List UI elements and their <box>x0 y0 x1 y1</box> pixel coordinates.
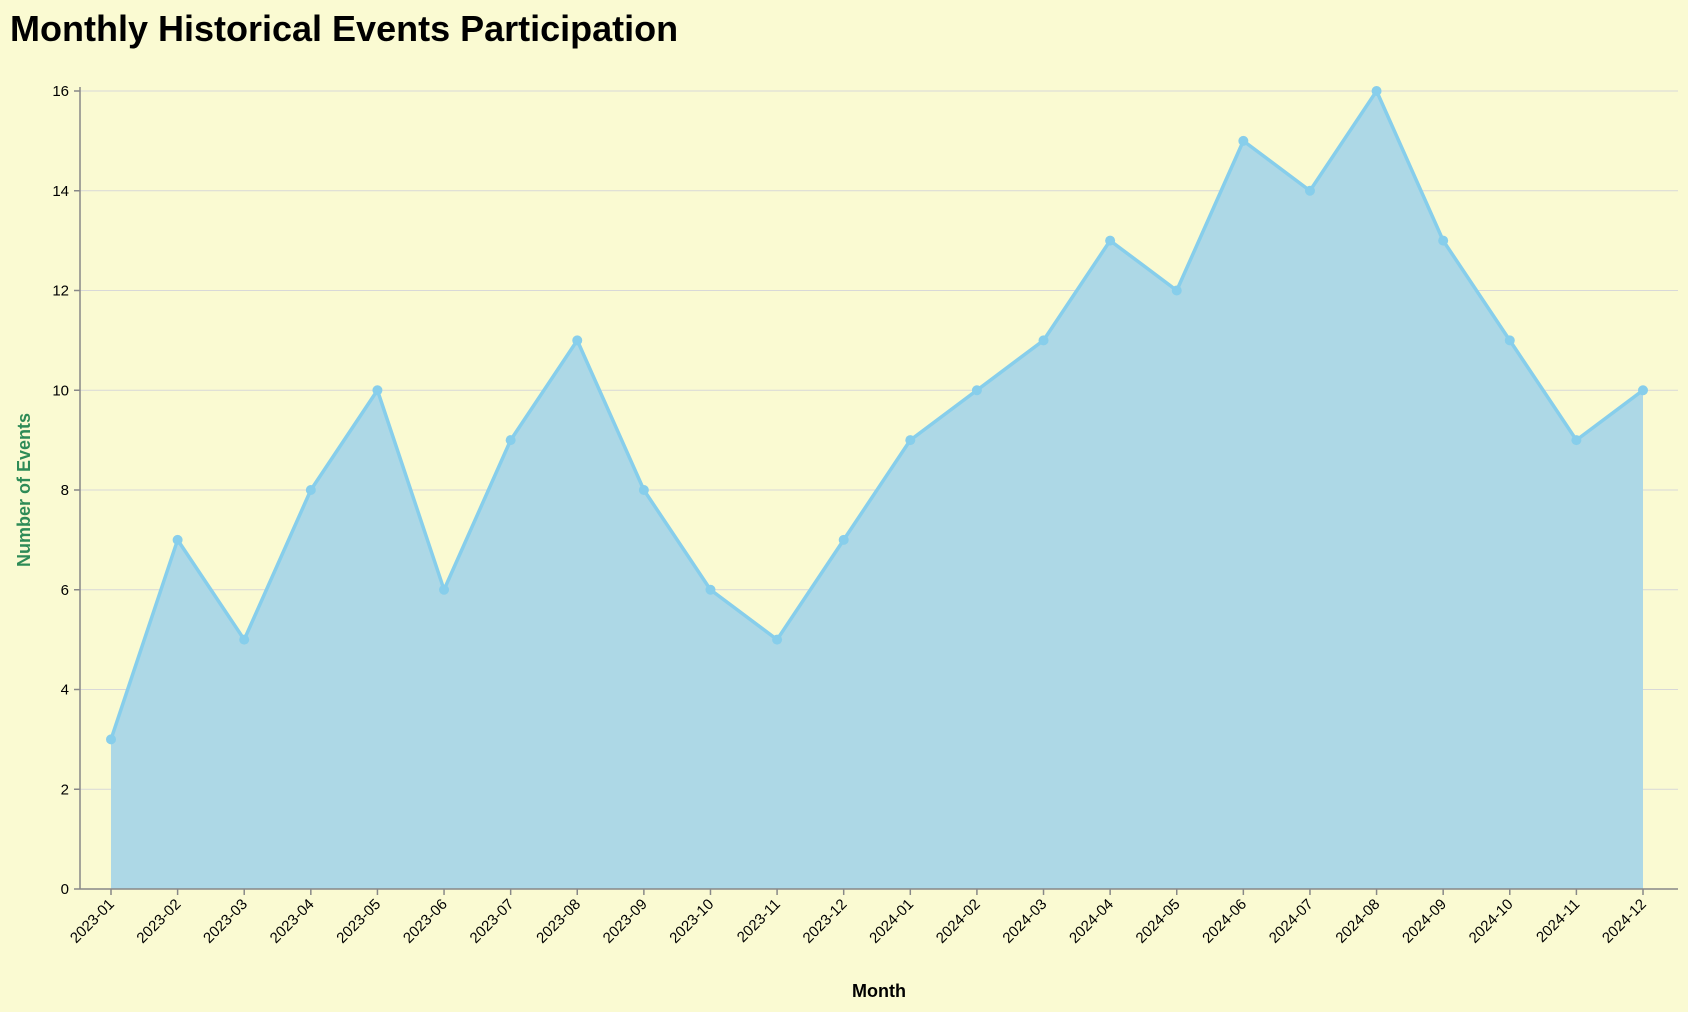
x-tick-label: 2024-07 <box>1266 896 1317 947</box>
y-axis-label: Number of Events <box>14 413 34 567</box>
data-point <box>1438 235 1449 246</box>
x-tick-label: 2023-07 <box>467 896 518 947</box>
data-point <box>1571 435 1582 446</box>
x-tick-label: 2023-10 <box>666 896 717 947</box>
data-point <box>1371 86 1382 96</box>
x-tick-label: 2024-09 <box>1399 896 1450 947</box>
data-point <box>1638 385 1648 396</box>
x-tick-label: 2024-04 <box>1066 896 1117 947</box>
data-point <box>905 435 916 446</box>
area-series <box>109 89 1645 889</box>
data-point <box>638 485 649 495</box>
data-point <box>1504 335 1515 346</box>
x-tick-label: 2023-09 <box>600 896 651 947</box>
x-tick-label: 2024-05 <box>1133 896 1184 947</box>
y-tick-label: 8 <box>61 482 69 499</box>
data-point <box>1304 185 1315 196</box>
x-tick-label: 2023-06 <box>400 896 451 947</box>
x-tick-label: 2023-11 <box>734 896 784 946</box>
data-point <box>505 435 516 446</box>
data-point <box>705 584 716 595</box>
x-tick-label: 2024-03 <box>999 896 1050 947</box>
x-tick-label: 2023-12 <box>800 896 851 947</box>
data-point <box>1238 135 1249 146</box>
y-tick-label: 6 <box>61 582 69 599</box>
data-point <box>106 734 116 745</box>
series-line <box>109 89 1645 740</box>
data-point <box>1171 285 1182 296</box>
data-point <box>838 534 849 545</box>
y-tick-label: 16 <box>52 83 69 100</box>
x-axis-label: Month <box>852 981 906 1001</box>
data-point <box>1105 235 1116 246</box>
y-tick-label: 10 <box>52 382 69 399</box>
data-point <box>439 584 450 595</box>
data-point <box>239 634 250 645</box>
x-tick-label: 2023-08 <box>533 896 584 947</box>
y-tick-label: 14 <box>52 183 69 200</box>
x-tick-label: 2024-10 <box>1466 896 1517 947</box>
data-points <box>106 86 1648 745</box>
y-ticks: 0 2 4 6 8 10 12 14 16 <box>52 83 80 898</box>
data-point <box>172 534 183 545</box>
x-tick-label: 2023-03 <box>200 896 251 947</box>
x-tick-label: 2023-02 <box>133 896 184 947</box>
chart-title: Monthly Historical Events Participation <box>10 8 678 49</box>
data-point <box>971 385 982 396</box>
x-tick-label: 2024-01 <box>866 896 917 947</box>
data-point <box>1038 335 1049 346</box>
x-ticks: 2023-01 2023-02 2023-03 2023-04 2023-05 2023-… <box>67 889 1650 947</box>
y-tick-label: 4 <box>61 682 69 699</box>
y-tick-label: 2 <box>61 781 69 798</box>
x-tick-label: 2024-08 <box>1332 896 1383 947</box>
data-point <box>372 385 383 396</box>
x-tick-label: 2023-05 <box>333 896 384 947</box>
y-tick-label: 12 <box>52 283 69 300</box>
data-point <box>305 485 316 495</box>
y-tick-label: 0 <box>61 881 69 898</box>
data-point <box>572 335 583 346</box>
x-tick-label: 2023-04 <box>267 896 318 947</box>
axes <box>79 87 1678 890</box>
x-tick-label: 2024-11 <box>1533 896 1583 946</box>
x-tick-label: 2024-06 <box>1199 896 1250 947</box>
x-tick-label: 2024-12 <box>1599 896 1650 947</box>
x-tick-label: 2024-02 <box>933 896 984 947</box>
x-tick-label: 2023-01 <box>67 896 118 947</box>
data-point <box>772 634 783 645</box>
